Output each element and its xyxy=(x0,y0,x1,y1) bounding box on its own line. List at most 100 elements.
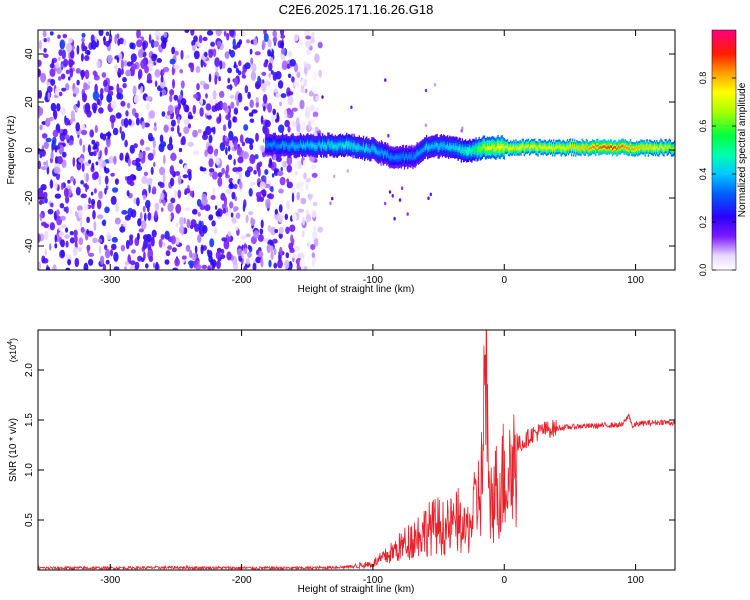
spectrogram-speckle xyxy=(278,124,285,133)
spectrogram-ridge-cell xyxy=(397,156,399,160)
spectrogram-speckle xyxy=(73,86,80,95)
spectrogram-speckle xyxy=(96,60,101,69)
spectrogram-speckle xyxy=(191,209,198,215)
spectrogram-speckle xyxy=(190,62,195,73)
spectrogram-speckle xyxy=(43,38,47,43)
spectrogram-speckle xyxy=(406,212,409,216)
spectrogram-speckle xyxy=(284,119,290,128)
spectrogram-ridge-cell xyxy=(659,146,661,149)
spectrogram-speckle xyxy=(427,196,430,200)
spectrogram-speckle xyxy=(273,248,277,256)
colorbar-label: Normalized spectral amplitude xyxy=(737,82,748,217)
spectrogram-ridge-cell xyxy=(633,147,635,151)
spectrogram-ridge-cell xyxy=(324,143,326,148)
spectrogram-speckle xyxy=(315,95,319,101)
spectrogram-ridge-cell xyxy=(669,145,671,149)
spectrogram-speckle xyxy=(287,126,291,133)
spectrogram-speckle xyxy=(174,106,180,116)
spectrogram-ridge-cell xyxy=(517,146,519,150)
spectrogram-speckle xyxy=(78,237,84,246)
spectrogram-speckle xyxy=(75,68,82,74)
spectrogram-speckle xyxy=(256,249,259,255)
spectrogram-speckle xyxy=(229,94,235,99)
spectrogram-ridge-cell xyxy=(607,145,610,149)
spectrogram-speckle xyxy=(49,179,54,189)
spectrogram-speckle xyxy=(281,60,288,71)
spectrogram-speckle xyxy=(49,31,54,36)
spectrogram-speckle xyxy=(98,107,104,114)
y-tick-label: -40 xyxy=(24,238,35,253)
spectrogram-speckle xyxy=(92,237,98,244)
spectrogram-speckle xyxy=(129,264,136,270)
snr-frame xyxy=(37,329,676,571)
spectrogram-speckle xyxy=(167,202,174,212)
spectrogram-ridge-cell xyxy=(434,143,436,148)
spectrogram-speckle xyxy=(38,90,41,99)
spectrogram-ridge-cell xyxy=(432,144,434,149)
spectrogram-speckle xyxy=(201,197,208,206)
spectrogram-ridge-cell xyxy=(292,142,294,146)
spectrogram-speckle xyxy=(252,262,257,270)
spectrogram-speckle xyxy=(263,237,269,243)
spectrogram-ridge-cell xyxy=(593,145,595,149)
spectrogram-ridge-cell xyxy=(447,144,449,148)
colorbar-tick-label: 0.8 xyxy=(698,72,708,85)
spectrogram-speckle xyxy=(233,107,239,115)
spectrogram-speckle xyxy=(50,202,54,208)
spectrogram-speckle xyxy=(44,249,47,256)
spectrogram-ridge-cell xyxy=(501,143,503,148)
spectrogram-speckle xyxy=(121,210,128,215)
spectrogram-speckle xyxy=(88,197,91,205)
spectrogram-speckle xyxy=(214,57,220,67)
spectrogram-speckle xyxy=(83,82,88,91)
spectrogram-ridge-cell xyxy=(439,143,441,148)
spectrogram-ridge-cell xyxy=(455,145,457,150)
spectrogram-ridge-cell xyxy=(351,142,353,147)
spectrogram-speckle xyxy=(181,226,184,236)
spectrogram-ridge-cell xyxy=(625,146,627,149)
spectrogram-speckle xyxy=(301,120,306,130)
spectrogram-speckle xyxy=(315,106,320,113)
spectrogram-speckle xyxy=(150,39,155,49)
spectrogram-speckle xyxy=(254,154,259,160)
spectrogram-speckle xyxy=(40,72,47,83)
spectrogram-ridge-cell xyxy=(596,144,598,148)
spectrogram-speckle xyxy=(221,167,225,175)
spectrogram-ridge-cell xyxy=(405,154,407,159)
spectrogram-speckle xyxy=(130,53,137,63)
spectrogram-speckle xyxy=(103,166,107,172)
spectrogram-speckle xyxy=(41,255,46,264)
spectrogram-ridge-cell xyxy=(493,145,495,150)
spectrogram-speckle xyxy=(329,201,332,206)
spectrogram-ridge-cell xyxy=(567,146,570,150)
spectrogram-speckle xyxy=(80,226,85,233)
spectrogram-ridge-cell xyxy=(472,147,474,152)
spectrogram-speckle xyxy=(114,217,121,225)
spectrogram-speckle xyxy=(46,37,51,43)
spectrogram-speckle xyxy=(126,102,131,109)
spectrogram-speckle xyxy=(84,102,91,113)
spectrogram-ridge-cell xyxy=(437,145,439,150)
spectrogram-speckle xyxy=(163,154,166,165)
spectrogram-ridge-cell xyxy=(644,148,646,151)
spectrogram-speckle xyxy=(110,91,114,96)
spectrogram-ridge-cell xyxy=(325,144,327,149)
spectrogram-speckle xyxy=(135,162,141,168)
spectrogram-ridge-cell xyxy=(545,147,548,150)
spectrogram-ridge-cell xyxy=(295,145,297,149)
spectrogram-speckle xyxy=(291,76,295,83)
spectrogram-speckle xyxy=(268,72,271,78)
spectrogram-ridge-cell xyxy=(499,146,501,151)
x-tick-label: 0 xyxy=(501,275,507,286)
spectrogram-ridge-cell xyxy=(528,147,531,150)
spectrogram-ridge-cell xyxy=(547,146,550,149)
spectrogram-ridge-cell xyxy=(582,146,584,149)
spectrogram-speckle xyxy=(114,34,117,45)
spectrogram-speckle xyxy=(288,50,293,58)
spectrogram-speckle xyxy=(38,40,42,50)
spectrogram-ridge-cell xyxy=(656,145,658,149)
spectrogram-speckle xyxy=(46,266,51,270)
spectrogram-speckle xyxy=(88,151,95,156)
spectrogram-speckle xyxy=(249,99,254,108)
